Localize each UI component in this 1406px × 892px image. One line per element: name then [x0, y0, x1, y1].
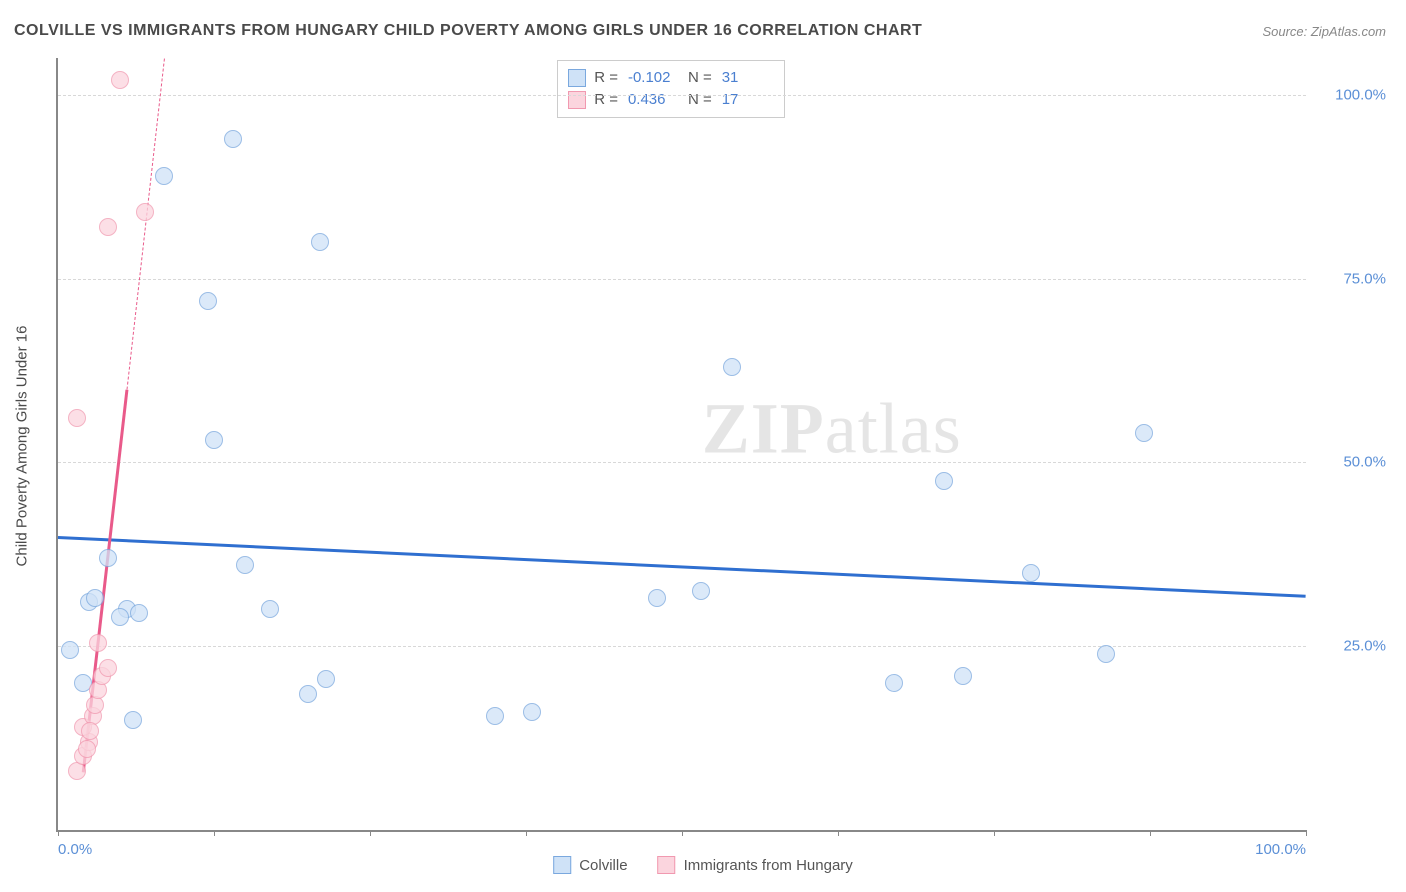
r-label: R = — [594, 67, 618, 89]
chart-container: COLVILLE VS IMMIGRANTS FROM HUNGARY CHIL… — [0, 0, 1406, 892]
data-point-colville — [155, 167, 173, 185]
x-tick — [370, 830, 371, 836]
x-tick — [526, 830, 527, 836]
r-label: R = — [594, 89, 618, 111]
r-value-hungary: 0.436 — [628, 89, 680, 111]
x-tick — [838, 830, 839, 836]
watermark-bold: ZIP — [702, 388, 825, 468]
plot-area: ZIPatlas R = -0.102 N = 31 R = 0.436 N =… — [56, 58, 1306, 832]
legend-bottom: Colville Immigrants from Hungary — [553, 856, 853, 874]
source-label: Source: ZipAtlas.com — [1262, 24, 1386, 39]
x-tick — [682, 830, 683, 836]
n-label: N = — [688, 89, 712, 111]
x-tick-label: 100.0% — [1255, 841, 1306, 858]
data-point-hungary — [78, 740, 96, 758]
data-point-colville — [648, 589, 666, 607]
data-point-colville — [486, 707, 504, 725]
data-point-colville — [1022, 564, 1040, 582]
data-point-colville — [99, 549, 117, 567]
legend-item-hungary: Immigrants from Hungary — [658, 856, 853, 874]
swatch-colville — [553, 856, 571, 874]
data-point-colville — [124, 711, 142, 729]
legend-label-colville: Colville — [579, 857, 627, 874]
data-point-colville — [1135, 424, 1153, 442]
gridline-h — [58, 646, 1306, 647]
data-point-colville — [317, 670, 335, 688]
data-point-colville — [130, 604, 148, 622]
data-point-hungary — [81, 722, 99, 740]
x-tick — [1150, 830, 1151, 836]
data-point-colville — [311, 233, 329, 251]
gridline-h — [58, 279, 1306, 280]
legend-row-colville: R = -0.102 N = 31 — [568, 67, 774, 89]
data-point-colville — [885, 674, 903, 692]
data-point-hungary — [136, 203, 154, 221]
data-point-colville — [261, 600, 279, 618]
n-value-colville: 31 — [722, 67, 774, 89]
data-point-colville — [692, 582, 710, 600]
x-tick — [214, 830, 215, 836]
gridline-h — [58, 462, 1306, 463]
data-point-colville — [224, 130, 242, 148]
swatch-colville — [568, 69, 586, 87]
data-point-colville — [205, 431, 223, 449]
data-point-hungary — [99, 218, 117, 236]
data-point-colville — [723, 358, 741, 376]
x-tick — [1306, 830, 1307, 836]
data-point-colville — [111, 608, 129, 626]
swatch-hungary — [658, 856, 676, 874]
n-label: N = — [688, 67, 712, 89]
x-tick — [58, 830, 59, 836]
data-point-colville — [299, 685, 317, 703]
data-point-colville — [935, 472, 953, 490]
r-value-colville: -0.102 — [628, 67, 680, 89]
chart-title: COLVILLE VS IMMIGRANTS FROM HUNGARY CHIL… — [14, 22, 922, 40]
y-tick-label: 25.0% — [1316, 638, 1386, 655]
data-point-colville — [1097, 645, 1115, 663]
swatch-hungary — [568, 91, 586, 109]
gridline-h — [58, 95, 1306, 96]
trend-line — [126, 58, 164, 389]
y-tick-label: 50.0% — [1316, 454, 1386, 471]
y-axis-label: Child Poverty Among Girls Under 16 — [14, 326, 31, 567]
data-point-colville — [954, 667, 972, 685]
data-point-hungary — [111, 71, 129, 89]
data-point-colville — [236, 556, 254, 574]
data-point-hungary — [89, 634, 107, 652]
data-point-colville — [199, 292, 217, 310]
data-point-colville — [86, 589, 104, 607]
data-point-hungary — [99, 659, 117, 677]
n-value-hungary: 17 — [722, 89, 774, 111]
x-tick — [994, 830, 995, 836]
watermark: ZIPatlas — [702, 387, 962, 470]
data-point-hungary — [68, 409, 86, 427]
legend-item-colville: Colville — [553, 856, 627, 874]
data-point-colville — [61, 641, 79, 659]
y-tick-label: 100.0% — [1316, 86, 1386, 103]
legend-stats: R = -0.102 N = 31 R = 0.436 N = 17 — [557, 60, 785, 118]
legend-label-hungary: Immigrants from Hungary — [684, 857, 853, 874]
y-tick-label: 75.0% — [1316, 270, 1386, 287]
data-point-colville — [523, 703, 541, 721]
watermark-light: atlas — [825, 388, 962, 468]
x-tick-label: 0.0% — [58, 841, 92, 858]
legend-row-hungary: R = 0.436 N = 17 — [568, 89, 774, 111]
